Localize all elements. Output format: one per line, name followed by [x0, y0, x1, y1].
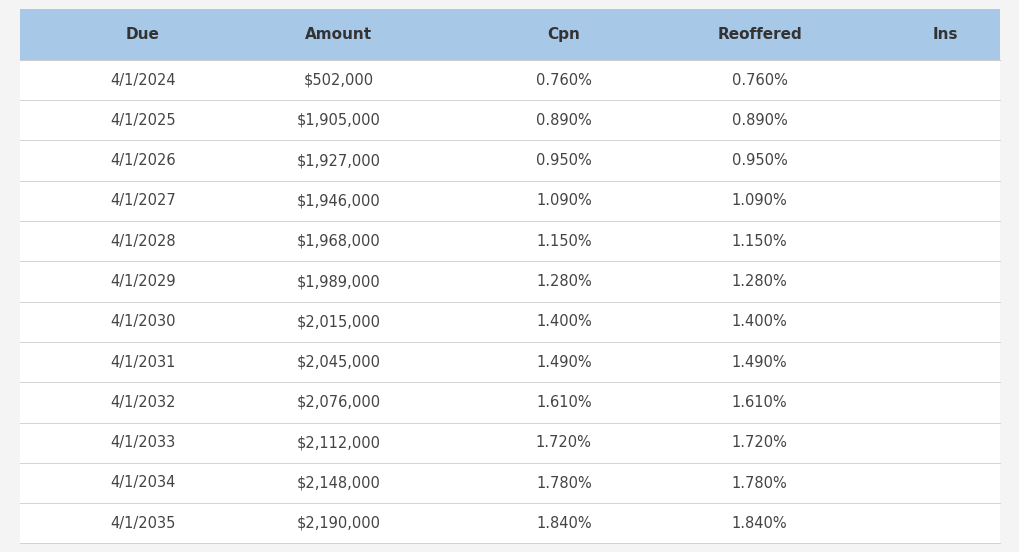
Bar — [20, 423, 999, 463]
Text: 4/1/2026: 4/1/2026 — [110, 153, 175, 168]
Text: Ins: Ins — [932, 26, 958, 42]
Bar — [20, 463, 999, 503]
Bar — [20, 100, 999, 140]
Bar — [20, 181, 999, 221]
Text: $2,112,000: $2,112,000 — [297, 435, 380, 450]
Bar — [20, 9, 999, 60]
Text: $1,905,000: $1,905,000 — [297, 113, 380, 128]
Text: 4/1/2035: 4/1/2035 — [110, 516, 175, 531]
Bar — [20, 382, 999, 423]
Text: 1.400%: 1.400% — [731, 314, 787, 330]
Text: 1.090%: 1.090% — [731, 193, 787, 209]
Text: Cpn: Cpn — [547, 26, 580, 42]
Text: $1,927,000: $1,927,000 — [297, 153, 380, 168]
Text: 1.840%: 1.840% — [536, 516, 591, 531]
Bar — [20, 301, 999, 342]
Text: 4/1/2024: 4/1/2024 — [110, 72, 175, 88]
Text: $2,190,000: $2,190,000 — [297, 516, 380, 531]
Text: $1,989,000: $1,989,000 — [297, 274, 380, 289]
Text: $502,000: $502,000 — [304, 72, 373, 88]
Bar — [20, 141, 999, 181]
Text: 1.150%: 1.150% — [732, 233, 787, 249]
Text: $1,946,000: $1,946,000 — [297, 193, 380, 209]
Text: 0.890%: 0.890% — [535, 113, 591, 128]
Text: 1.780%: 1.780% — [731, 475, 787, 491]
Text: 1.280%: 1.280% — [535, 274, 591, 289]
Text: 4/1/2031: 4/1/2031 — [110, 354, 175, 370]
Text: 1.610%: 1.610% — [732, 395, 787, 410]
Text: 1.090%: 1.090% — [535, 193, 591, 209]
Text: $2,015,000: $2,015,000 — [297, 314, 380, 330]
Text: 1.720%: 1.720% — [731, 435, 787, 450]
Text: 4/1/2029: 4/1/2029 — [110, 274, 175, 289]
Text: 0.950%: 0.950% — [535, 153, 591, 168]
Text: 1.400%: 1.400% — [535, 314, 591, 330]
Bar — [20, 60, 999, 100]
Text: $2,148,000: $2,148,000 — [297, 475, 380, 491]
Text: 4/1/2032: 4/1/2032 — [110, 395, 175, 410]
Bar — [20, 503, 999, 543]
Text: 1.490%: 1.490% — [536, 354, 591, 370]
Bar — [20, 342, 999, 382]
Text: 1.610%: 1.610% — [536, 395, 591, 410]
Text: 4/1/2028: 4/1/2028 — [110, 233, 175, 249]
Text: 1.280%: 1.280% — [731, 274, 787, 289]
Text: 1.490%: 1.490% — [732, 354, 787, 370]
Text: Amount: Amount — [305, 26, 372, 42]
Text: $1,968,000: $1,968,000 — [297, 233, 380, 249]
Text: 1.840%: 1.840% — [732, 516, 787, 531]
Text: 0.760%: 0.760% — [535, 72, 591, 88]
Text: Reoffered: Reoffered — [716, 26, 801, 42]
Text: 4/1/2034: 4/1/2034 — [110, 475, 175, 491]
Text: Due: Due — [125, 26, 160, 42]
Text: 1.720%: 1.720% — [535, 435, 591, 450]
Text: $2,076,000: $2,076,000 — [297, 395, 380, 410]
Text: $2,045,000: $2,045,000 — [297, 354, 380, 370]
Text: 4/1/2030: 4/1/2030 — [110, 314, 175, 330]
Text: 1.150%: 1.150% — [536, 233, 591, 249]
Bar — [20, 262, 999, 301]
Text: 4/1/2033: 4/1/2033 — [110, 435, 175, 450]
Text: 0.890%: 0.890% — [731, 113, 787, 128]
Text: 4/1/2027: 4/1/2027 — [110, 193, 175, 209]
Text: 1.780%: 1.780% — [535, 475, 591, 491]
Text: 0.950%: 0.950% — [731, 153, 787, 168]
Bar — [20, 221, 999, 262]
Text: 4/1/2025: 4/1/2025 — [110, 113, 175, 128]
Text: 0.760%: 0.760% — [731, 72, 787, 88]
